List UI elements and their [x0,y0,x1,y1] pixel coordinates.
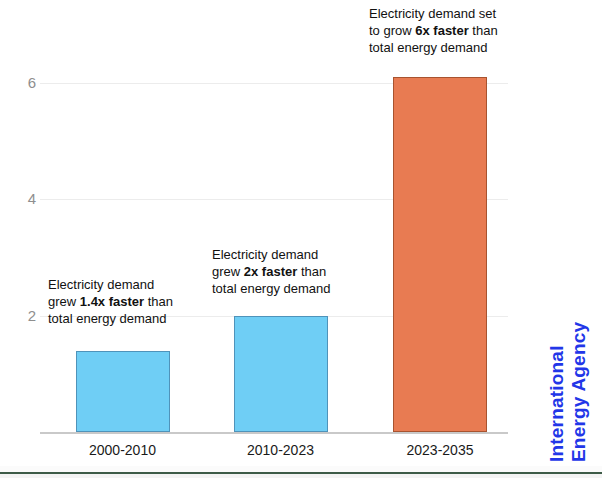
bar-2023-2035[interactable] [393,77,487,432]
annotation-2010-2023: Electricity demand grew 2x faster than t… [212,246,331,297]
bar-2010-2023[interactable] [234,316,328,432]
annotation-2023-2035: Electricity demand set to grow 6x faster… [369,5,498,56]
y-tick-label-2: 2 [6,307,36,324]
y-tick-label-4: 4 [6,190,36,207]
iea-logo-line2: Energy Agency [568,262,590,462]
x-label-2010-2023: 2010-2023 [221,442,341,458]
bar-2000-2010[interactable] [76,351,170,432]
annotation-bold-text: 2x faster [244,264,297,279]
annotation-2000-2010: Electricity demand grew 1.4x faster than… [48,276,173,327]
footer-strip-bottom [0,474,602,478]
y-tick-label-6: 6 [6,74,36,91]
x-label-2023-2035: 2023-2035 [380,442,500,458]
chart-frame: 2 4 6 2000-2010 2010-2023 2023-2035 Electric… [0,0,602,478]
annotation-bold-text: 6x faster [415,23,468,38]
x-axis-line [40,432,508,434]
annotation-bold-text: 1.4x faster [80,294,144,309]
iea-logo-text: International Energy Agency [546,262,590,462]
iea-logo-line1: International [546,262,568,462]
x-label-2000-2010: 2000-2010 [63,442,183,458]
